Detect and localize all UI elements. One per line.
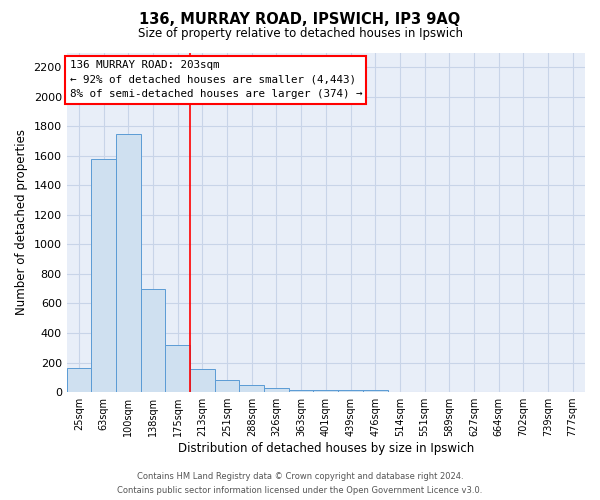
X-axis label: Distribution of detached houses by size in Ipswich: Distribution of detached houses by size … [178, 442, 474, 455]
Bar [264, 388, 289, 392]
Bar [289, 390, 313, 392]
Bar [166, 345, 190, 392]
Text: Size of property relative to detached houses in Ipswich: Size of property relative to detached ho… [137, 28, 463, 40]
Bar [215, 380, 239, 392]
Text: 136, MURRAY ROAD, IPSWICH, IP3 9AQ: 136, MURRAY ROAD, IPSWICH, IP3 9AQ [139, 12, 461, 28]
Bar [116, 134, 141, 392]
Text: Contains public sector information licensed under the Open Government Licence v3: Contains public sector information licen… [118, 486, 482, 495]
Text: Contains HM Land Registry data © Crown copyright and database right 2024.: Contains HM Land Registry data © Crown c… [137, 472, 463, 481]
Bar [338, 390, 363, 392]
Bar [313, 390, 338, 392]
Bar [141, 288, 166, 392]
Bar [363, 390, 388, 392]
Text: 136 MURRAY ROAD: 203sqm
← 92% of detached houses are smaller (4,443)
8% of semi-: 136 MURRAY ROAD: 203sqm ← 92% of detache… [70, 60, 362, 100]
Bar [239, 384, 264, 392]
Bar [190, 369, 215, 392]
Bar [67, 368, 91, 392]
Bar [91, 159, 116, 392]
Y-axis label: Number of detached properties: Number of detached properties [15, 130, 28, 316]
